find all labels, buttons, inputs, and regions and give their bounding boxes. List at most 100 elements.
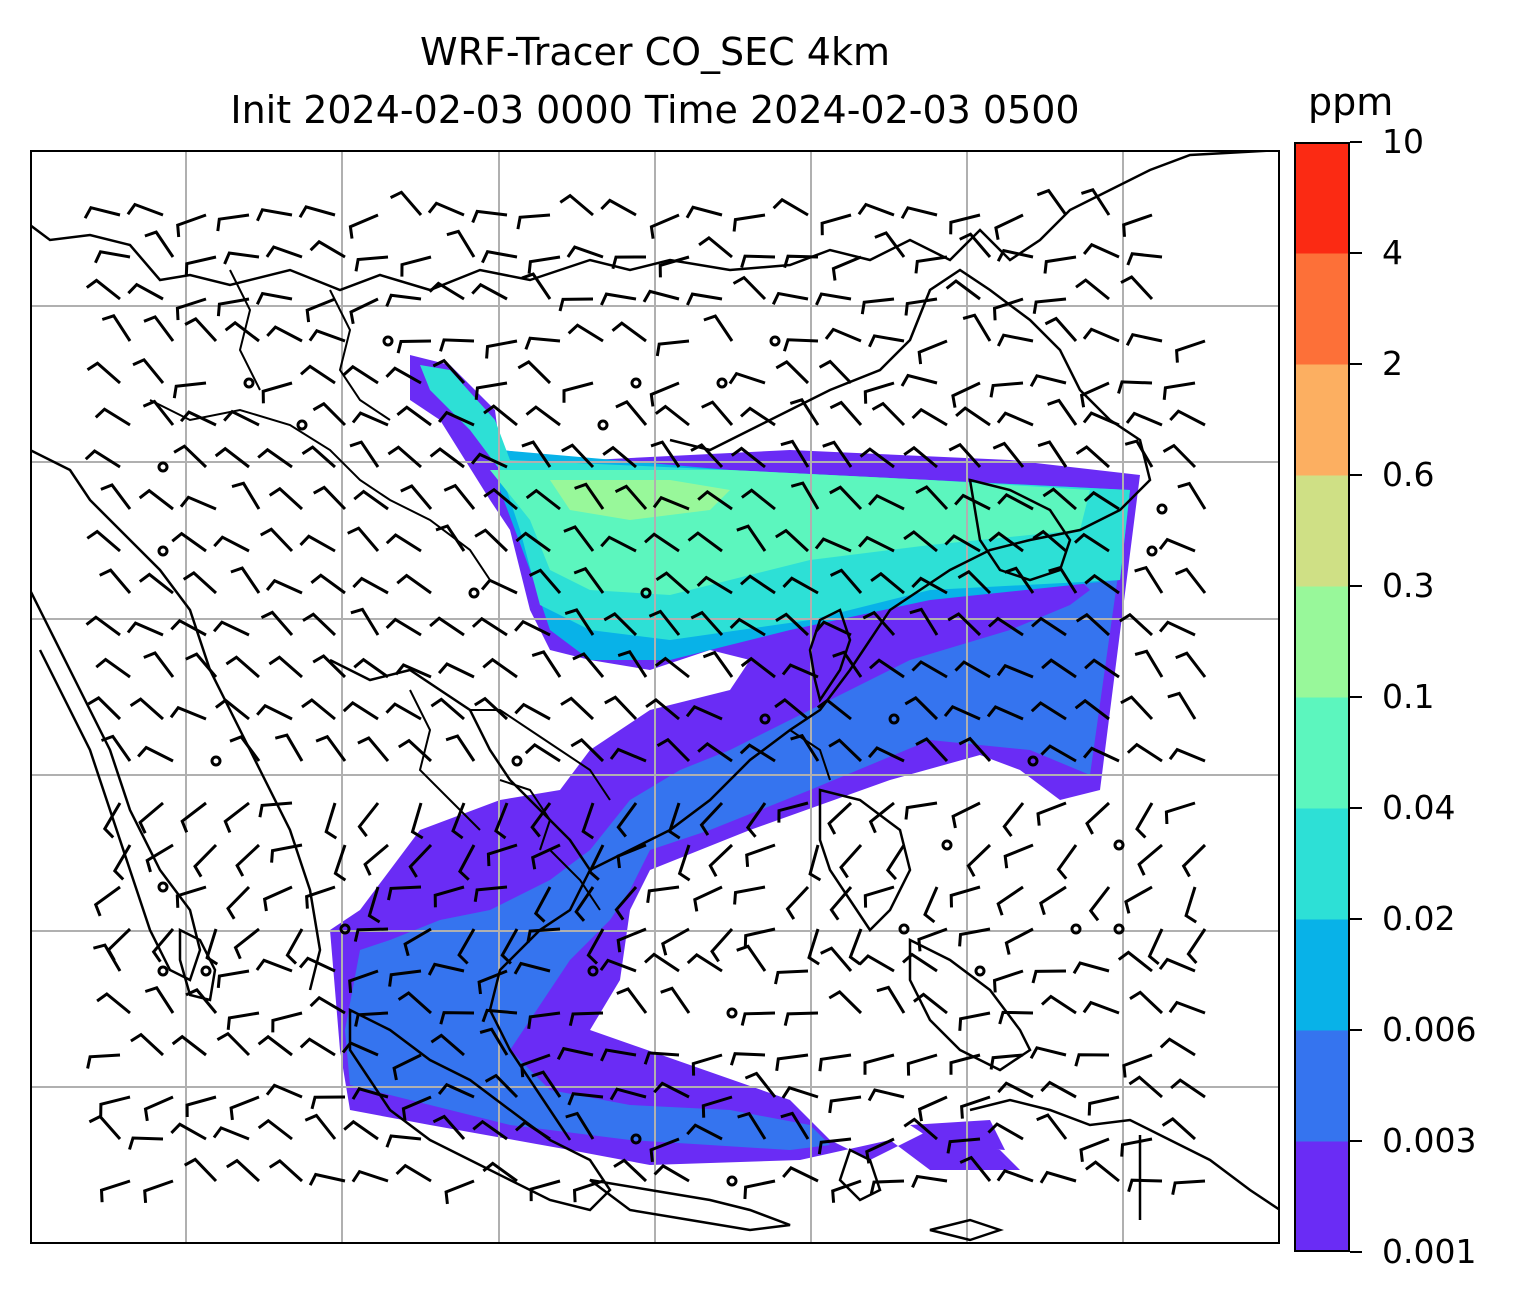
colorbar-tick-label: 2 (1382, 344, 1403, 383)
wind-barb (427, 201, 465, 217)
wind-barb (235, 843, 261, 877)
wind-barb (949, 885, 981, 908)
wind-barb (93, 943, 122, 972)
wind-barb (1085, 801, 1111, 835)
wind-barb (611, 255, 647, 270)
wind-barb (1164, 801, 1196, 825)
wind-barb (353, 657, 389, 679)
wind-barb (85, 615, 121, 637)
wind-barb (400, 255, 432, 277)
wind-barb (955, 406, 991, 427)
wind-barb (996, 1168, 1034, 1183)
wind-barb (1158, 537, 1196, 553)
wind-barb (966, 843, 992, 878)
wind-barb (710, 928, 734, 963)
wind-barb (266, 325, 303, 343)
wind-barb (96, 992, 131, 1015)
wind-barb (212, 620, 250, 637)
wind-barb (1032, 529, 1067, 553)
wind-barb (863, 885, 895, 908)
wind-barb (558, 297, 594, 312)
colorbar-tick-labels: 0.001 0.003 0.006 0.02 0.04 0.1 0.3 0.6 2 4 10 (1350, 124, 1520, 1270)
wind-barb (433, 885, 465, 908)
wind-barb (556, 1046, 594, 1060)
wind-barb (677, 844, 691, 882)
wind-barb (609, 747, 647, 763)
wind-barb (614, 484, 648, 510)
colorbar-tick-label: 0.3 (1382, 566, 1435, 605)
wind-barb (1082, 1000, 1120, 1015)
wind-barb (1002, 802, 1025, 837)
wind-barb (1162, 381, 1196, 400)
wind-barb (226, 1158, 261, 1183)
wind-barb (775, 360, 810, 385)
wind-barb (184, 255, 217, 276)
calm-marker (726, 1175, 738, 1187)
wind-barb (567, 323, 604, 343)
wind-barb (1040, 994, 1077, 1015)
wind-barb (1004, 927, 1034, 955)
wind-barb (86, 361, 121, 385)
wind-barb (257, 447, 293, 469)
wind-barb (261, 381, 293, 404)
wind-barb (1127, 1178, 1163, 1193)
wind-barb (305, 885, 336, 909)
wind-barb (774, 698, 809, 721)
wind-barb (130, 1032, 165, 1057)
wind-barb (100, 734, 132, 762)
wind-barb (996, 333, 1034, 347)
wind-barb (1080, 188, 1111, 216)
wind-barb (649, 1137, 680, 1163)
wind-barb (1175, 651, 1207, 678)
wind-barb (829, 568, 863, 594)
wind-barb (658, 255, 690, 278)
wind-barb (309, 239, 346, 259)
wind-barb (574, 482, 605, 510)
wind-barb (996, 411, 1034, 427)
wind-barb (1186, 928, 1207, 964)
wind-barb (656, 737, 691, 763)
wind-barb (785, 885, 810, 920)
wind-barb (216, 213, 250, 232)
wind-barb (686, 292, 723, 306)
wind-barb (1120, 695, 1154, 721)
wind-barb (301, 445, 336, 469)
wind-barb (563, 525, 595, 552)
wind-barb (1043, 255, 1077, 274)
calm-marker (630, 1133, 642, 1145)
wind-barb (472, 1119, 508, 1141)
wind-barb (996, 885, 1024, 916)
wind-barb (824, 327, 862, 343)
wind-barb (214, 446, 250, 469)
wind-barb (88, 1114, 122, 1140)
wind-barb (527, 1011, 561, 1029)
wind-barb (485, 339, 518, 359)
wind-barb (987, 1122, 1024, 1141)
wind-barb (310, 573, 346, 595)
wind-barb (960, 1095, 991, 1119)
wind-barb (1120, 1137, 1153, 1157)
wind-barb (205, 928, 219, 966)
wind-barb (396, 405, 432, 427)
wind-barb (170, 1122, 207, 1141)
wind-barb (304, 1113, 337, 1140)
wind-barb (903, 1117, 938, 1141)
wind-barb (997, 1081, 1034, 1099)
calm-marker (716, 377, 728, 389)
wind-barb (1075, 278, 1110, 301)
wind-barb (789, 398, 820, 426)
colorbar-tick-label: 0.6 (1382, 455, 1435, 494)
wind-barb (445, 734, 476, 762)
wind-barb (696, 575, 733, 595)
calm-marker (157, 881, 169, 893)
wind-barb (403, 927, 432, 957)
wind-barb (268, 1159, 304, 1183)
wind-barb (1039, 1170, 1077, 1184)
wind-barb (99, 1095, 131, 1117)
wind-barb (86, 1053, 121, 1069)
wind-barb (398, 738, 433, 763)
wind-barb (144, 230, 175, 258)
wind-barb (911, 407, 948, 427)
wind-barb (646, 885, 680, 903)
wind-barb (526, 927, 561, 944)
